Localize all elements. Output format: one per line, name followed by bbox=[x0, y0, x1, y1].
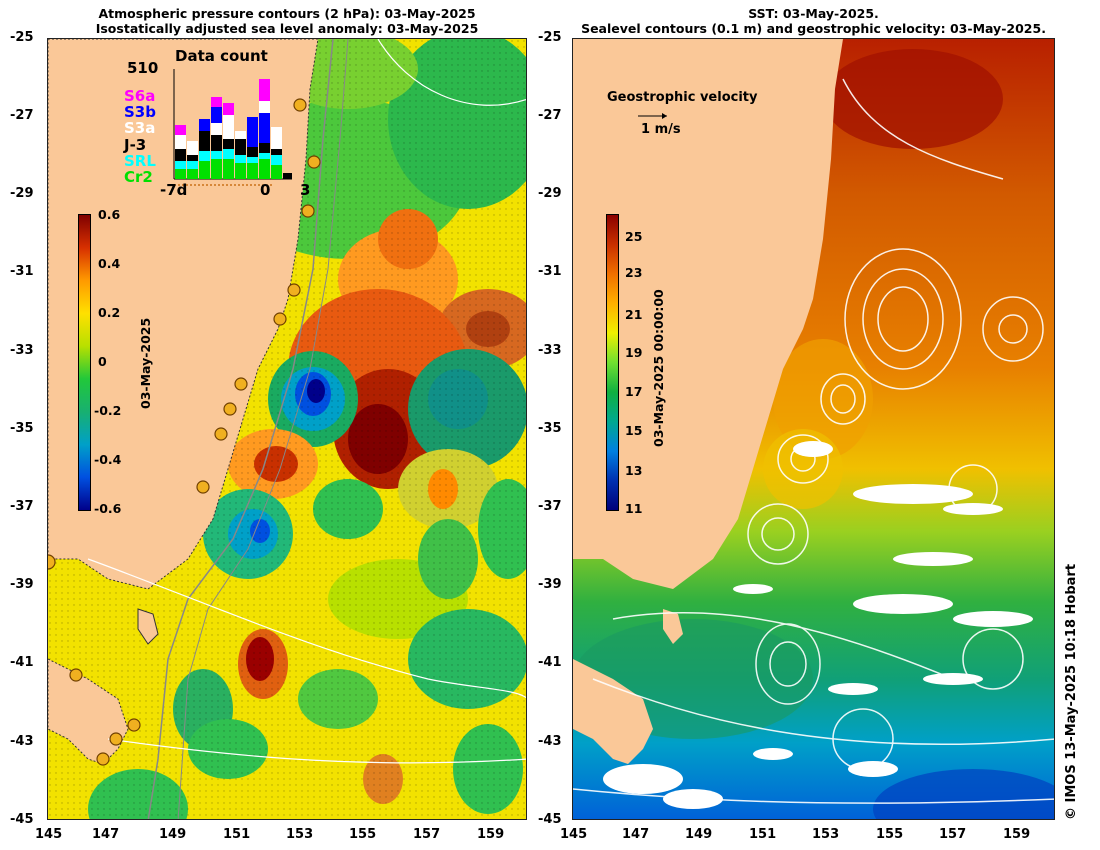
velocity-arrow-icon bbox=[662, 113, 667, 119]
data-count-xlabel-end: 3 bbox=[300, 181, 311, 199]
y-tick-left: -45 bbox=[10, 812, 34, 827]
land-island bbox=[663, 609, 683, 644]
sla-colorbar-label: 03-May-2025 bbox=[138, 317, 153, 409]
right-title-line2: Sealevel contours (0.1 m) and geostrophi… bbox=[581, 21, 1046, 36]
x-tick-left: 145 bbox=[35, 827, 63, 842]
sst-colorbar bbox=[606, 214, 619, 511]
y-tick-right: -43 bbox=[538, 734, 562, 749]
mission-label-srl: SRL bbox=[124, 152, 156, 170]
y-tick-right: -39 bbox=[538, 577, 562, 592]
sla-colorbar-tick: -0.2 bbox=[94, 403, 122, 418]
mission-label-s3a: S3a bbox=[124, 119, 156, 137]
y-tick-right: -31 bbox=[538, 264, 562, 279]
sst-colorbar-tick: 13 bbox=[625, 463, 643, 478]
velocity-legend-label: Geostrophic velocity bbox=[607, 90, 758, 105]
data-count-histogram bbox=[173, 69, 292, 186]
sst-colorbar-tick: 15 bbox=[625, 423, 643, 438]
y-tick-left: -33 bbox=[10, 343, 34, 358]
sla-colorbar-tick: 0 bbox=[98, 354, 107, 369]
x-tick-left: 155 bbox=[349, 827, 377, 842]
sst-colorbar-label: 03-May-2025 00:00:00 bbox=[651, 289, 666, 447]
sst-map-panel[interactable]: Geostrophic velocity 1 m/s 25 23 21 19 1… bbox=[572, 38, 1055, 820]
x-tick-left: 153 bbox=[286, 827, 314, 842]
land-island bbox=[137, 608, 159, 645]
sla-colorbar-tick: 0.4 bbox=[98, 256, 121, 271]
sst-colorbar-tick: 25 bbox=[625, 229, 643, 244]
sla-colorbar-tick: 0.2 bbox=[98, 305, 121, 320]
mission-label-s6a: S6a bbox=[124, 87, 156, 105]
sla-map bbox=[48, 39, 526, 819]
y-tick-left: -31 bbox=[10, 264, 34, 279]
x-tick-right: 145 bbox=[560, 827, 588, 842]
land-tasmania bbox=[573, 659, 653, 764]
x-tick-left: 159 bbox=[477, 827, 505, 842]
y-tick-right: -29 bbox=[538, 186, 562, 201]
tide-gauge-markers bbox=[48, 98, 321, 766]
y-tick-left: -41 bbox=[10, 655, 34, 670]
left-title-line1: Atmospheric pressure contours (2 hPa): 0… bbox=[98, 6, 476, 21]
cloud-mask bbox=[603, 441, 1033, 809]
x-tick-right: 155 bbox=[876, 827, 904, 842]
sst-colorbar-tick: 19 bbox=[625, 345, 643, 360]
land-tasmania bbox=[48, 658, 129, 765]
x-tick-left: 151 bbox=[223, 827, 251, 842]
y-tick-right: -41 bbox=[538, 655, 562, 670]
left-title-line2: Isostatically adjusted sea level anomaly… bbox=[95, 21, 479, 36]
x-tick-right: 153 bbox=[812, 827, 840, 842]
y-tick-left: -35 bbox=[10, 421, 34, 436]
sla-colorbar bbox=[78, 214, 91, 511]
mission-label-cr2: Cr2 bbox=[124, 168, 153, 186]
x-tick-left: 147 bbox=[92, 827, 120, 842]
right-title-line1: SST: 03-May-2025. bbox=[748, 6, 879, 21]
sealevel-contours bbox=[573, 78, 1054, 804]
sst-colorbar-tick: 11 bbox=[625, 501, 643, 516]
y-tick-right: -35 bbox=[538, 421, 562, 436]
data-count-xlabel-now: 0 bbox=[260, 181, 271, 199]
x-tick-right: 149 bbox=[685, 827, 713, 842]
sst-colorbar-tick: 21 bbox=[625, 307, 643, 322]
data-count-title: Data count bbox=[175, 47, 268, 65]
y-tick-left: -43 bbox=[10, 734, 34, 749]
y-tick-right: -45 bbox=[538, 812, 562, 827]
x-tick-right: 151 bbox=[749, 827, 777, 842]
data-count-max: 510 bbox=[127, 59, 159, 77]
sla-colorbar-tick: -0.6 bbox=[94, 501, 122, 516]
x-tick-left: 157 bbox=[413, 827, 441, 842]
sla-map-panel[interactable]: 510 Data count S6a S3b S3a J-3 SRL Cr2 -… bbox=[47, 38, 527, 820]
sla-colorbar-tick: -0.4 bbox=[94, 452, 122, 467]
x-tick-right: 157 bbox=[939, 827, 967, 842]
mission-label-s3b: S3b bbox=[124, 103, 156, 121]
y-tick-left: -27 bbox=[10, 108, 34, 123]
land-mainland bbox=[573, 39, 843, 589]
sst-colorbar-tick: 17 bbox=[625, 384, 643, 399]
y-tick-right: -33 bbox=[538, 343, 562, 358]
y-tick-left: -25 bbox=[10, 30, 34, 45]
y-tick-right: -37 bbox=[538, 499, 562, 514]
sst-colorbar-tick: 23 bbox=[625, 265, 643, 280]
y-tick-left: -29 bbox=[10, 186, 34, 201]
x-tick-right: 159 bbox=[1003, 827, 1031, 842]
copyright-notice: © IMOS 13-May-2025 10:18 Hobart bbox=[1064, 563, 1079, 820]
data-count-xlabel-start: -7d bbox=[160, 181, 188, 199]
mission-label-j3: J-3 bbox=[124, 136, 147, 154]
sst-map bbox=[573, 39, 1054, 819]
y-tick-right: -27 bbox=[538, 108, 562, 123]
x-tick-right: 147 bbox=[622, 827, 650, 842]
y-tick-left: -37 bbox=[10, 499, 34, 514]
velocity-legend-scale: 1 m/s bbox=[641, 122, 681, 137]
sla-colorbar-tick: 0.6 bbox=[98, 207, 121, 222]
y-tick-left: -39 bbox=[10, 577, 34, 592]
y-tick-right: -25 bbox=[538, 30, 562, 45]
x-tick-left: 149 bbox=[159, 827, 187, 842]
